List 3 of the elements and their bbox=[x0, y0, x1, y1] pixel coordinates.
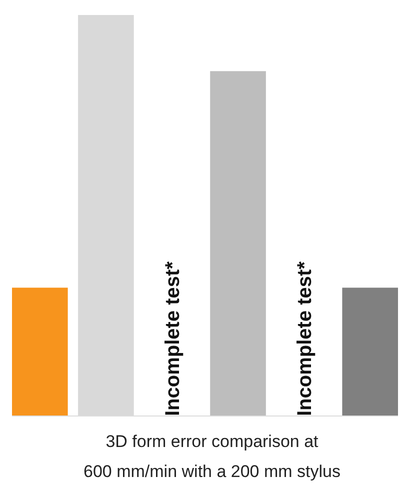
x-tick-label: Incomplete test* bbox=[294, 261, 316, 416]
text: 3D form error comparison at 600 mm/min with a 200 mm stylus bbox=[84, 432, 340, 481]
x-tick-label: Incomplete test* bbox=[162, 261, 184, 416]
